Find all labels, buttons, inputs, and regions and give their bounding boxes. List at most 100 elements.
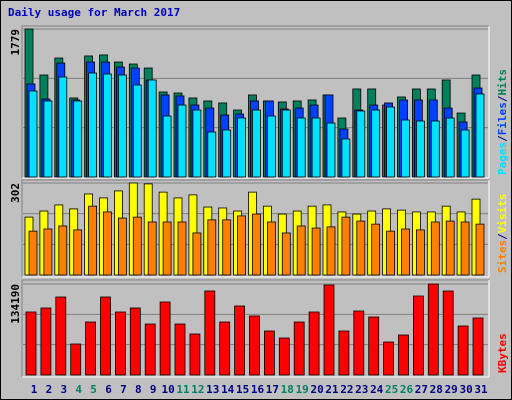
bar <box>43 100 53 178</box>
x-tick-label: 20 <box>310 383 323 396</box>
bar <box>25 311 37 376</box>
legend: KBytes <box>496 333 509 373</box>
x-tick-label: 7 <box>120 383 127 396</box>
bar <box>100 296 111 376</box>
bar <box>323 284 335 376</box>
x-tick-label: 1 <box>31 383 38 396</box>
bar <box>398 334 409 376</box>
bar <box>162 221 172 276</box>
bar <box>371 109 381 178</box>
bar <box>415 229 425 276</box>
bar <box>296 225 306 276</box>
bar <box>293 321 305 376</box>
x-tick-label: 31 <box>474 383 488 396</box>
x-tick-label: 11 <box>176 383 190 396</box>
x-tick-label: 28 <box>430 383 443 396</box>
legend-entry: Pages <box>496 142 509 175</box>
bar <box>252 213 261 276</box>
legend: Pages/Files/Hits <box>496 69 509 175</box>
x-tick-label: 5 <box>90 383 97 396</box>
x-tick-label: 4 <box>75 383 82 396</box>
y-tick-label: 302 <box>9 183 22 203</box>
bar <box>132 84 142 178</box>
bar <box>356 220 366 276</box>
x-tick-label: 13 <box>206 383 219 396</box>
x-tick-label: 24 <box>370 383 384 396</box>
x-tick-label: 25 <box>385 383 398 396</box>
bar <box>311 227 321 276</box>
bar <box>341 138 351 178</box>
bar <box>263 330 275 376</box>
bar <box>55 296 67 376</box>
bar <box>85 321 96 376</box>
x-tick-label: 19 <box>296 383 309 396</box>
x-tick-label: 6 <box>105 383 112 396</box>
bar <box>103 211 112 276</box>
x-tick-label: 21 <box>325 383 339 396</box>
legend-separator: / <box>496 233 509 240</box>
bar <box>430 120 440 178</box>
x-tick-label: 30 <box>459 383 472 396</box>
bar <box>278 337 290 376</box>
bar <box>415 120 425 178</box>
bar <box>28 90 38 178</box>
bar <box>371 223 381 276</box>
bar <box>58 76 68 178</box>
x-tick-label: 2 <box>46 383 53 396</box>
bar <box>177 221 187 276</box>
bar <box>70 343 82 376</box>
bar <box>356 110 366 178</box>
bar <box>88 72 97 178</box>
bar <box>386 106 396 178</box>
bar <box>118 74 127 178</box>
x-tick-label: 17 <box>266 383 279 396</box>
bar <box>353 310 365 376</box>
bar <box>189 333 201 376</box>
bar <box>144 323 156 376</box>
bar <box>237 215 247 276</box>
chart-title: Daily usage for March 2017 <box>8 6 180 19</box>
bar <box>159 301 171 376</box>
bar <box>204 290 216 376</box>
bar <box>430 221 440 276</box>
bar <box>266 115 276 178</box>
bar <box>266 221 276 276</box>
legend-entry: Hits <box>496 69 509 96</box>
bar <box>58 225 68 276</box>
bar <box>174 323 186 376</box>
bar <box>222 129 232 178</box>
legend-entry: Visits <box>496 194 509 234</box>
x-tick-label: 3 <box>60 383 67 396</box>
y-tick-label: 134190 <box>9 284 22 324</box>
bar <box>457 325 469 376</box>
bar <box>412 295 424 376</box>
bar <box>326 226 336 276</box>
bar <box>383 341 395 376</box>
bar <box>445 117 455 178</box>
bar <box>252 109 261 178</box>
x-tick-label: 10 <box>161 383 174 396</box>
bar <box>460 221 470 276</box>
bar <box>311 117 321 178</box>
bar <box>147 79 157 178</box>
bar <box>401 119 410 178</box>
legend-entry: KBytes <box>496 333 509 373</box>
bar <box>207 219 217 276</box>
bar <box>326 122 336 178</box>
bar <box>475 223 485 276</box>
bar <box>281 109 291 178</box>
bar <box>219 321 231 376</box>
bar <box>281 232 291 276</box>
x-tick-label: 14 <box>221 383 235 396</box>
bar <box>162 115 172 178</box>
bar <box>460 129 470 178</box>
bar <box>427 283 439 376</box>
bar <box>177 104 187 178</box>
x-tick-label: 26 <box>400 383 414 396</box>
x-tick-label: 29 <box>445 383 458 396</box>
x-tick-label: 22 <box>340 383 353 396</box>
bar <box>401 228 410 276</box>
x-tick-label: 12 <box>191 383 204 396</box>
bar <box>296 117 306 178</box>
